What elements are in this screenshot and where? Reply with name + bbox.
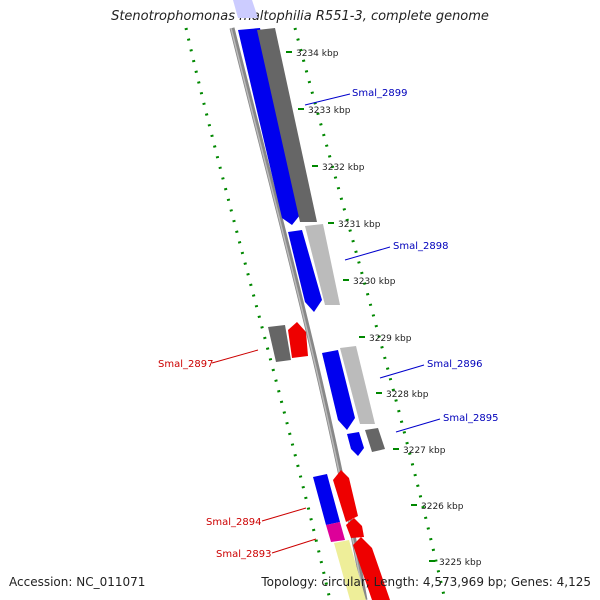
label-smal-2895[interactable]: Smal_2895	[443, 413, 498, 424]
tick-label: 3230 kbp	[353, 277, 396, 287]
leader-smal-2899	[304, 93, 351, 106]
leader-lines	[211, 93, 441, 554]
label-smal-2897[interactable]: Smal_2897	[158, 359, 213, 370]
genome-summary-text: Topology: circular; Length: 4,573,969 bp…	[261, 575, 591, 589]
gene-block-5-gray	[365, 428, 385, 452]
gene-block-2-gray	[305, 224, 340, 305]
tick-label: 3232 kbp	[322, 163, 365, 173]
leader-smal-2895	[395, 418, 441, 433]
tick-label: 3225 kbp	[439, 558, 482, 568]
leader-smal-2897	[211, 349, 259, 364]
tick-label: 3228 kbp	[386, 390, 429, 400]
gene-smal-2895[interactable]	[347, 432, 364, 456]
label-smal-2893[interactable]: Smal_2893	[216, 549, 271, 560]
gene-block-1-gray	[257, 28, 317, 222]
label-smal-2899[interactable]: Smal_2899	[352, 88, 407, 99]
map-title: Stenotrophomonas maltophilia R551-3, com…	[111, 9, 489, 24]
gene-block-4-gray	[340, 346, 375, 424]
label-smal-2898[interactable]: Smal_2898	[393, 241, 448, 252]
tick-label: 3234 kbp	[296, 49, 339, 59]
gene-smal-2899-top-light	[233, 0, 258, 18]
gene-smal-2894[interactable]	[313, 474, 340, 525]
label-smal-2896[interactable]: Smal_2896	[427, 359, 482, 370]
tick-label: 3229 kbp	[369, 334, 412, 344]
gene-smal-2897[interactable]	[288, 322, 308, 358]
leader-smal-2893	[271, 538, 317, 554]
gene-block-6-red-arrow	[333, 470, 358, 522]
tick-label: 3227 kbp	[403, 446, 446, 456]
leader-smal-2896	[379, 364, 425, 379]
label-smal-2894[interactable]: Smal_2894	[206, 517, 261, 528]
accession-text: Accession: NC_011071	[9, 575, 146, 589]
gene-smal-2898[interactable]	[288, 230, 322, 312]
gene-block-6-magenta	[326, 522, 345, 542]
tick-label: 3231 kbp	[338, 220, 381, 230]
tick-label: 3233 kbp	[308, 106, 351, 116]
leader-smal-2894	[261, 507, 307, 522]
gene-block-3-gray	[268, 325, 291, 362]
tick-label-group: 3234 kbp 3233 kbp 3232 kbp 3231 kbp 3230 kbp…	[286, 49, 482, 568]
tick-label: 3226 kbp	[421, 502, 464, 512]
gene-smal-2896[interactable]	[322, 350, 355, 430]
gene-block-6-red-small	[346, 518, 364, 538]
gene-smal-2893[interactable]	[334, 540, 366, 600]
gene-smal-2899[interactable]	[238, 28, 300, 225]
gene-block-7-red	[353, 537, 390, 600]
leader-smal-2898	[344, 246, 391, 261]
